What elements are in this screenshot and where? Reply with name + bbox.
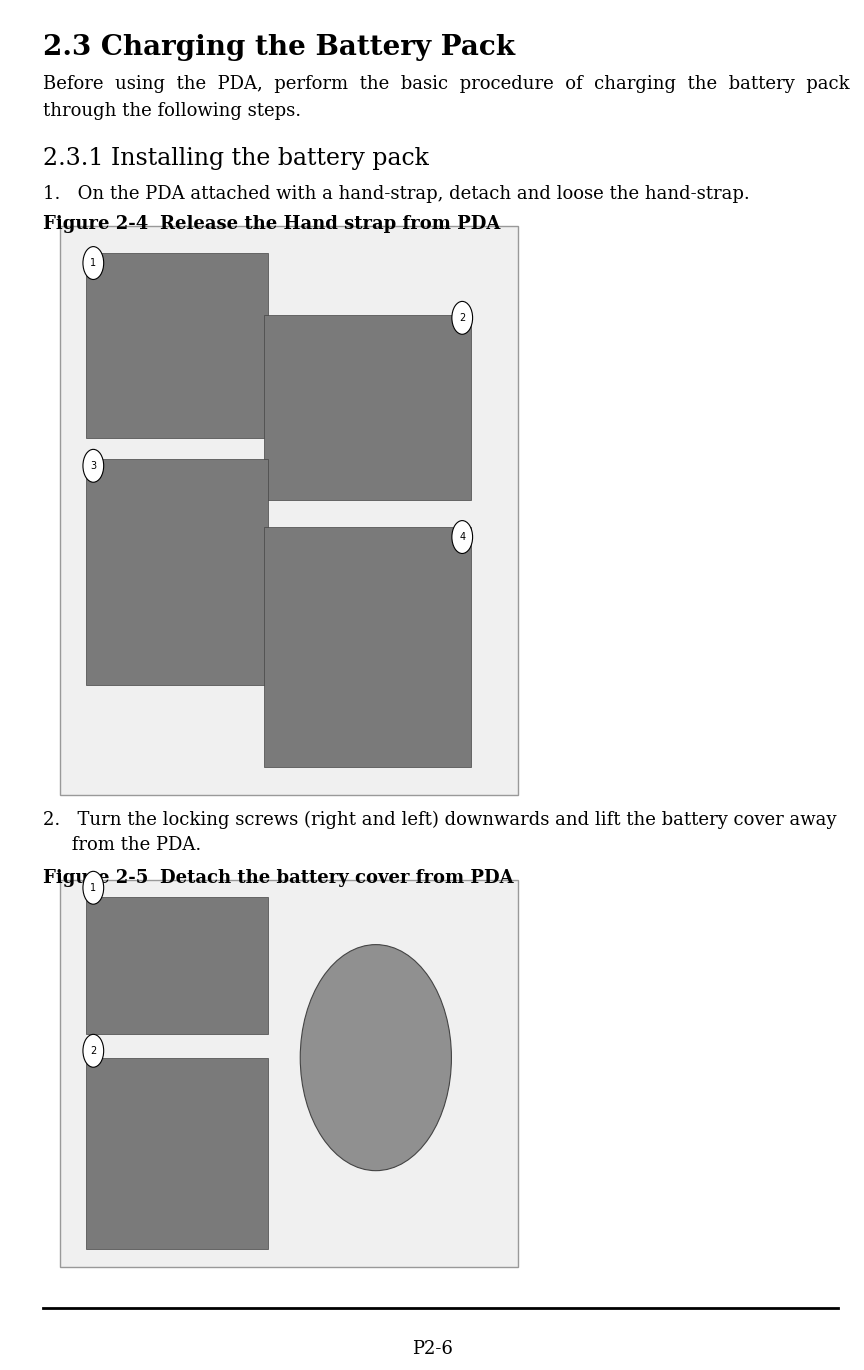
Text: Release the Hand strap from PDA: Release the Hand strap from PDA [160,215,500,233]
Bar [264,315,471,500]
Circle shape [83,247,104,279]
Text: 2.3 Charging the Battery Pack: 2.3 Charging the Battery Pack [43,34,515,62]
Circle shape [452,521,473,553]
Text: 1: 1 [90,882,97,893]
Circle shape [83,449,104,482]
Text: 2.3.1 Installing the battery pack: 2.3.1 Installing the battery pack [43,147,429,170]
Bar [60,880,518,1267]
Ellipse shape [301,945,451,1170]
Bar [86,459,268,685]
Text: 3: 3 [90,460,97,471]
Circle shape [83,1034,104,1067]
Text: 2: 2 [459,312,466,323]
Text: 2.   Turn the locking screws (right and left) downwards and lift the battery cov: 2. Turn the locking screws (right and le… [43,811,836,855]
Text: Before  using  the  PDA,  perform  the  basic  procedure  of  charging  the  bat: Before using the PDA, perform the basic … [43,75,850,119]
Bar [86,1058,268,1249]
Bar [264,527,471,767]
Text: P2-6: P2-6 [411,1340,453,1358]
Bar [86,253,268,438]
Bar [60,226,518,795]
Text: 1.   On the PDA attached with a hand-strap, detach and loose the hand-strap.: 1. On the PDA attached with a hand-strap… [43,185,750,203]
Circle shape [452,301,473,334]
Text: Detach the battery cover from PDA: Detach the battery cover from PDA [160,869,513,886]
Bar [86,897,268,1034]
Text: Figure 2-5: Figure 2-5 [43,869,149,886]
Text: 1: 1 [90,258,97,269]
Text: 2: 2 [90,1045,97,1056]
Text: 4: 4 [459,532,466,543]
Circle shape [83,871,104,904]
Text: Figure 2-4: Figure 2-4 [43,215,149,233]
